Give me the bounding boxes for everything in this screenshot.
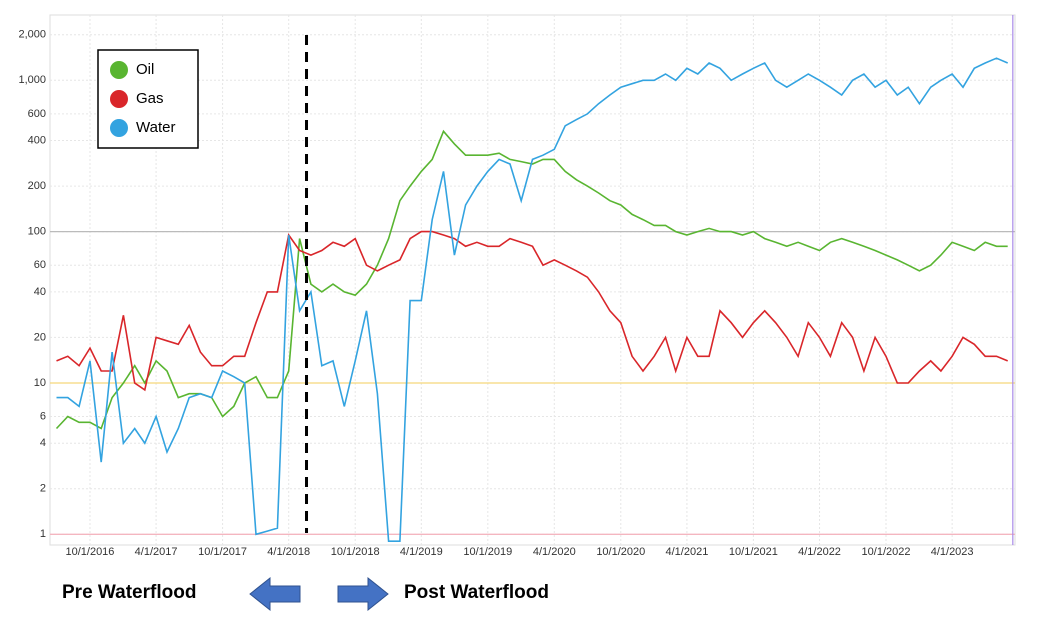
x-tick-label: 10/1/2017: [198, 546, 247, 558]
y-tick-label: 1,000: [18, 74, 46, 86]
arrow-right: [337, 576, 389, 612]
y-tick-label: 2: [40, 483, 46, 495]
plot-frame: [49, 14, 1016, 546]
y-tick-label: 1: [40, 528, 46, 540]
legend-swatch: [110, 61, 128, 79]
x-tick-label: 10/1/2021: [729, 546, 778, 558]
y-tick-label: 400: [28, 134, 46, 146]
x-tick-label: 10/1/2018: [331, 546, 380, 558]
x-tick-label: 4/1/2017: [135, 546, 178, 558]
series-line: [56, 57, 1009, 542]
x-tick-label: 10/1/2020: [596, 546, 645, 558]
y-tick-label: 4: [40, 437, 46, 449]
x-tick-label: 4/1/2020: [533, 546, 576, 558]
y-tick-label: 20: [34, 331, 46, 343]
y-tick-label: 600: [28, 108, 46, 120]
x-tick-label: 4/1/2022: [798, 546, 841, 558]
y-tick-label: 2,000: [18, 29, 46, 41]
legend-label: Oil: [136, 61, 154, 78]
legend-swatch: [110, 90, 128, 108]
x-tick-label: 4/1/2019: [400, 546, 443, 558]
legend-swatch: [110, 119, 128, 137]
x-tick-label: 10/1/2022: [862, 546, 911, 558]
annotation: Post Waterflood: [404, 582, 549, 603]
legend-label: Water: [136, 119, 175, 136]
x-tick-label: 4/1/2021: [666, 546, 709, 558]
legend-label: Gas: [136, 90, 164, 107]
y-tick-label: 10: [34, 377, 46, 389]
series-line: [56, 230, 1009, 392]
x-tick-label: 10/1/2019: [463, 546, 512, 558]
y-tick-label: 40: [34, 286, 46, 298]
y-tick-label: 6: [40, 410, 46, 422]
annotation: Pre Waterflood: [62, 582, 196, 603]
arrow-left: [249, 576, 301, 612]
series-line: [55, 129, 1008, 430]
y-tick-label: 200: [28, 180, 46, 192]
y-tick-label: 100: [28, 226, 46, 238]
x-tick-label: 10/1/2016: [65, 546, 114, 558]
y-tick-label: 60: [34, 259, 46, 271]
x-tick-label: 4/1/2023: [931, 546, 974, 558]
x-tick-label: 4/1/2018: [267, 546, 310, 558]
